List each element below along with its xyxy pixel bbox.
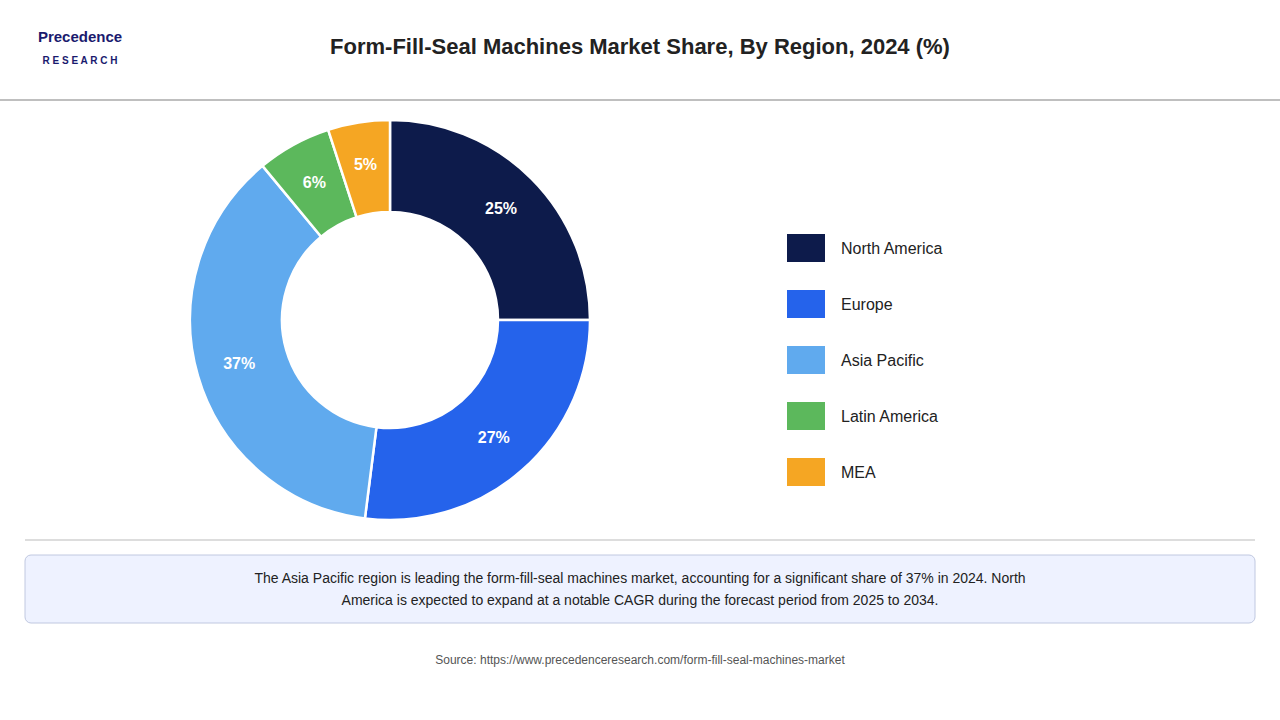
svg-text:27%: 27% [478,429,510,446]
svg-text:MEA: MEA [841,464,876,481]
svg-text:R E S E A R C H: R E S E A R C H [43,55,118,66]
svg-text:Asia Pacific: Asia Pacific [841,352,924,369]
svg-text:Source: https://www.precedence: Source: https://www.precedenceresearch.c… [435,653,845,667]
svg-text:America is expected to expand: America is expected to expand at a notab… [342,592,939,608]
svg-text:North America: North America [841,240,942,257]
svg-text:Form-Fill-Seal Machines Market: Form-Fill-Seal Machines Market Share, By… [330,34,950,59]
svg-text:37%: 37% [223,355,255,372]
svg-text:Precedence: Precedence [38,28,122,45]
svg-text:The Asia Pacific region is lea: The Asia Pacific region is leading the f… [254,570,1025,586]
svg-text:Europe: Europe [841,296,893,313]
svg-text:Latin America: Latin America [841,408,938,425]
svg-text:25%: 25% [485,200,517,217]
svg-text:5%: 5% [354,156,377,173]
svg-text:6%: 6% [303,174,326,191]
